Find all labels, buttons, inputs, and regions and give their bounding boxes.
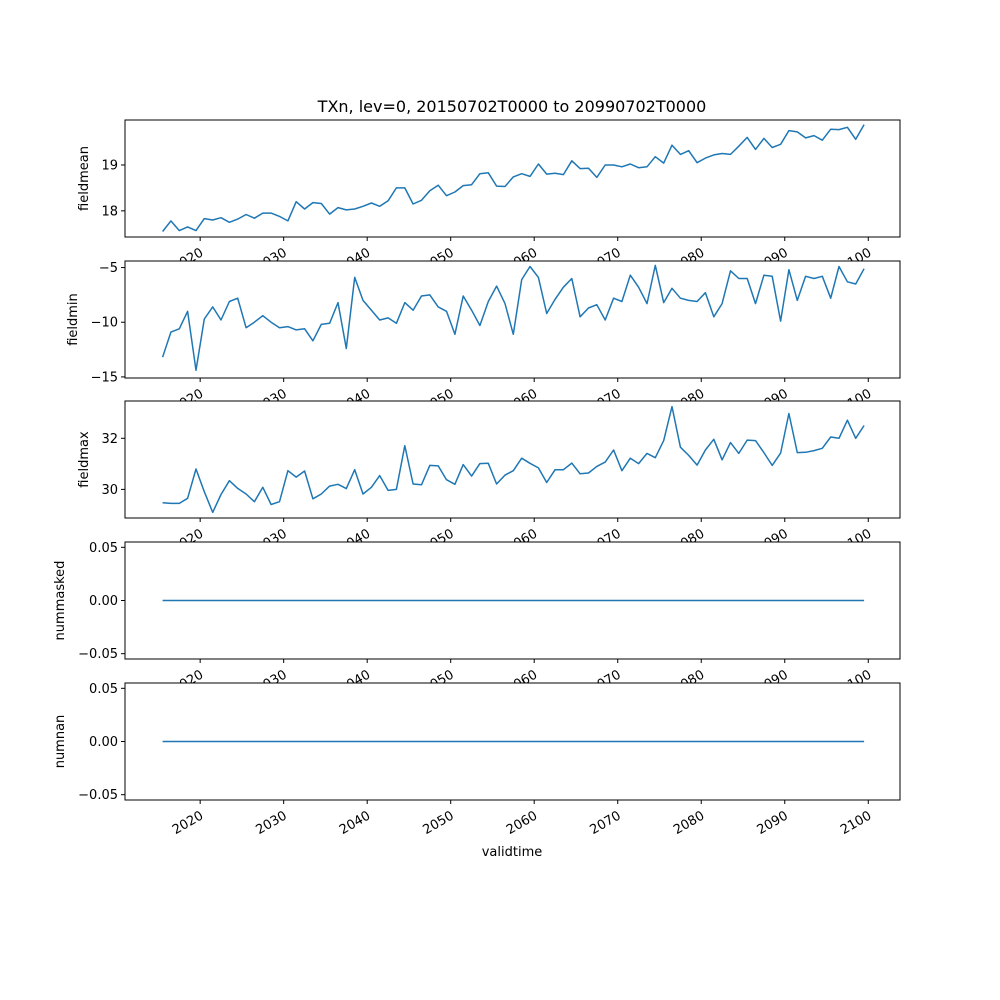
y-axis-label: nummasked bbox=[53, 561, 68, 641]
axes-background bbox=[125, 261, 900, 378]
series-line-fieldmin bbox=[161, 264, 865, 372]
y-tick-label: 18 bbox=[101, 204, 118, 219]
chart-title: TXn, lev=0, 20150702T0000 to 20990702T00… bbox=[317, 97, 707, 116]
axes-frame bbox=[124, 119, 901, 238]
y-tick-label: −10 bbox=[91, 316, 118, 331]
y-tick-label: 0.00 bbox=[89, 735, 118, 750]
y-tick-label: −15 bbox=[91, 370, 118, 385]
y-tick-label: 30 bbox=[101, 483, 118, 498]
y-tick-label: 0.00 bbox=[89, 594, 118, 609]
y-axis-label: fieldmean bbox=[77, 146, 92, 211]
y-tick-label: 0.05 bbox=[89, 541, 118, 556]
axes-background bbox=[125, 401, 900, 518]
y-tick-label: −0.05 bbox=[78, 647, 118, 662]
y-axis-label: fieldmax bbox=[77, 431, 92, 488]
y-axis-label: fieldmin bbox=[66, 293, 81, 346]
series-line-fieldmax bbox=[162, 405, 865, 514]
y-tick-label: −5 bbox=[99, 261, 118, 276]
axes-frame bbox=[124, 400, 901, 519]
y-tick-label: 32 bbox=[101, 432, 118, 447]
x-axis-label: validtime bbox=[482, 845, 543, 860]
y-tick-label: 0.05 bbox=[89, 682, 118, 697]
series-line-fieldmean bbox=[162, 124, 865, 232]
axes-frame bbox=[124, 260, 901, 379]
y-axis-label: numnan bbox=[53, 715, 68, 769]
y-tick-label: −0.05 bbox=[78, 788, 118, 803]
y-tick-label: 19 bbox=[101, 158, 118, 173]
